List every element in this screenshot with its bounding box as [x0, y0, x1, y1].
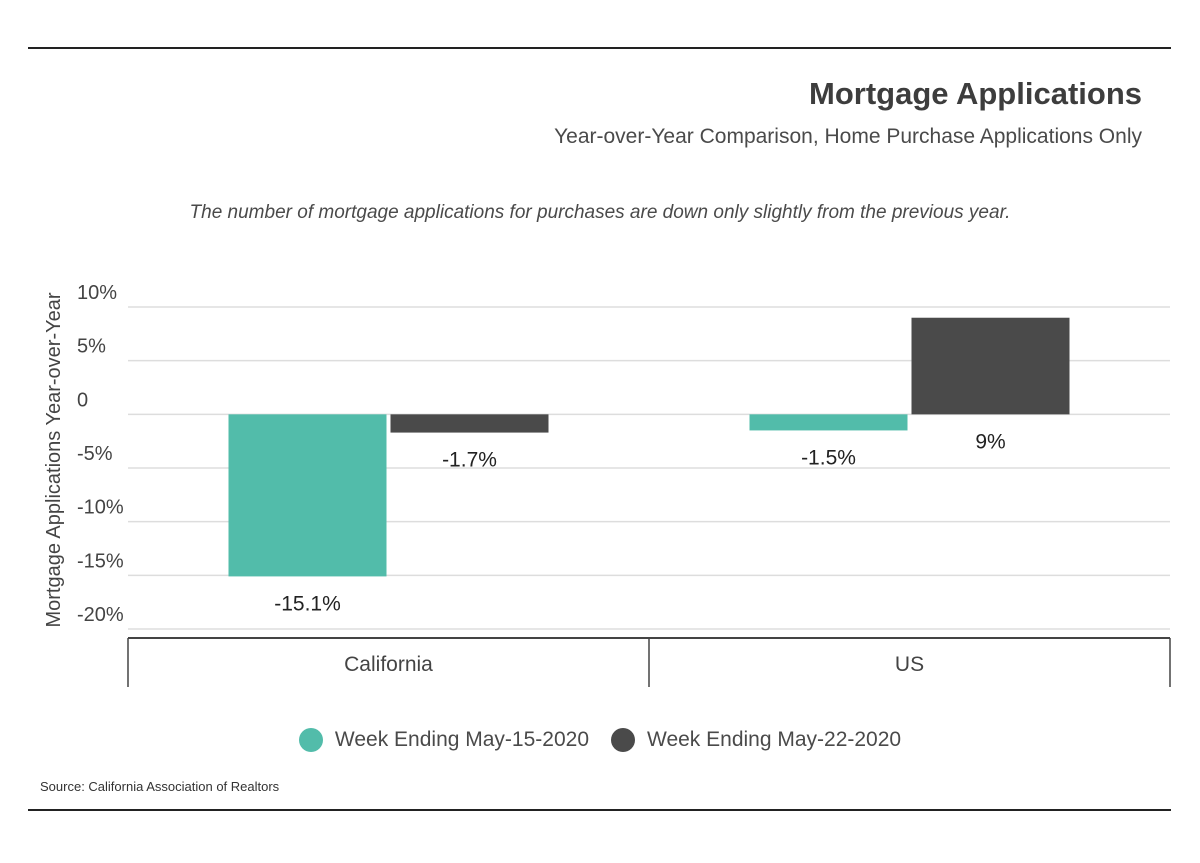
- x-tick-label: California: [344, 653, 433, 676]
- chart-title: Mortgage Applications: [809, 76, 1142, 111]
- y-tick-label: -5%: [77, 443, 113, 465]
- y-tick-label: -10%: [77, 497, 124, 519]
- legend-entry: Week Ending May-15-2020: [298, 728, 589, 752]
- bar: [228, 414, 387, 577]
- y-axis-ticks: 10% 5% 0 -5% -10% -15% -20%: [77, 282, 124, 626]
- bars: [228, 317, 1070, 577]
- legend-entry: Week Ending May-22-2020: [611, 728, 901, 752]
- source-note: Source: California Association of Realto…: [40, 779, 280, 794]
- x-tick-label: US: [895, 653, 924, 676]
- bar: [390, 414, 549, 433]
- chart-annotation: The number of mortgage applications for …: [189, 202, 1011, 223]
- data-label: -1.5%: [801, 446, 856, 469]
- x-axis: California US: [127, 637, 1171, 687]
- chart-subtitle: Year-over-Year Comparison, Home Purchase…: [554, 125, 1142, 148]
- bar: [911, 317, 1070, 415]
- bar-chart: 10% 5% 0 -5% -10% -15% -20% -15.1% -1.7% -1.5% 9%…: [43, 282, 1171, 687]
- legend-swatch: [611, 728, 635, 752]
- y-tick-label: 10%: [77, 282, 117, 304]
- y-tick-label: -20%: [77, 604, 124, 626]
- data-label: -1.7%: [442, 449, 497, 472]
- y-tick-label: -15%: [77, 550, 124, 572]
- y-axis-label: Mortgage Applications Year-over-Year: [43, 292, 65, 627]
- bottom-rule: [28, 809, 1171, 811]
- data-labels: -15.1% -1.7% -1.5% 9%: [274, 430, 1005, 615]
- legend-swatch: [298, 728, 323, 752]
- y-tick-label: 0: [77, 389, 88, 411]
- legend-label: Week Ending May-15-2020: [334, 728, 589, 751]
- data-label: -15.1%: [274, 592, 341, 615]
- bar: [749, 414, 908, 431]
- data-label: 9%: [975, 430, 1005, 453]
- legend-label: Week Ending May-22-2020: [647, 728, 902, 751]
- y-tick-label: 5%: [77, 336, 106, 358]
- legend: Week Ending May-15-2020 Week Ending May-2…: [0, 728, 1200, 752]
- top-rule: [28, 47, 1171, 49]
